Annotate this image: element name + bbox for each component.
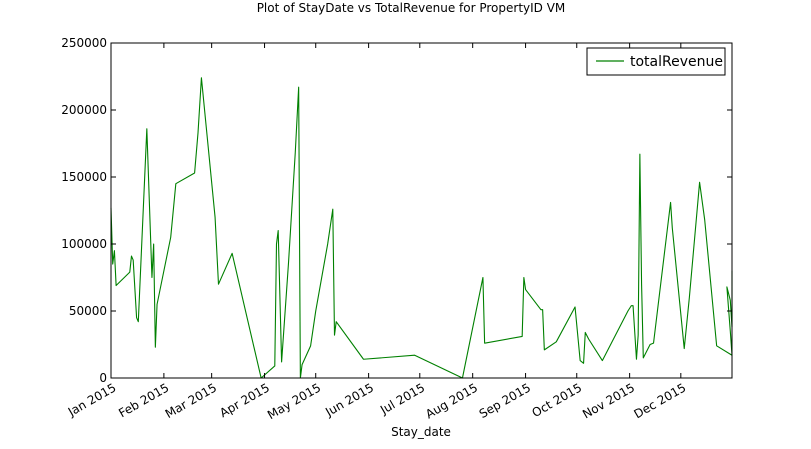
legend: totalRevenue — [586, 47, 726, 76]
legend-label: totalRevenue — [630, 54, 723, 70]
y-tick-label: 0 — [99, 371, 107, 385]
x-tick-label: Jan 2015 — [65, 380, 119, 419]
y-tick-label: 50000 — [69, 304, 107, 318]
plot-frame — [110, 42, 733, 379]
x-tick-label: May 2015 — [265, 380, 323, 422]
y-tick-label: 150000 — [61, 170, 107, 184]
chart-title: Plot of StayDate vs TotalRevenue for Pro… — [257, 1, 566, 15]
series-line-totalRevenue — [110, 77, 733, 379]
x-tick-label: Mar 2015 — [163, 380, 219, 421]
x-tick-label: Jul 2015 — [377, 380, 427, 417]
y-tick-label: 250000 — [61, 36, 107, 50]
y-tick-label: 100000 — [61, 237, 107, 251]
y-tick-label: 200000 — [61, 103, 107, 117]
x-axis-label: Stay_date — [391, 425, 451, 439]
x-tick-label: Apr 2015 — [217, 380, 272, 420]
x-tick-label: Dec 2015 — [631, 380, 688, 421]
x-tick-label: Nov 2015 — [580, 380, 637, 421]
x-tick-label: Jun 2015 — [322, 380, 376, 419]
series-layer — [110, 77, 733, 379]
x-tick-label: Sep 2015 — [477, 380, 533, 421]
x-tick-label: Aug 2015 — [423, 380, 480, 421]
x-tick-label: Oct 2015 — [530, 380, 585, 420]
x-tick-label: Feb 2015 — [116, 380, 171, 420]
